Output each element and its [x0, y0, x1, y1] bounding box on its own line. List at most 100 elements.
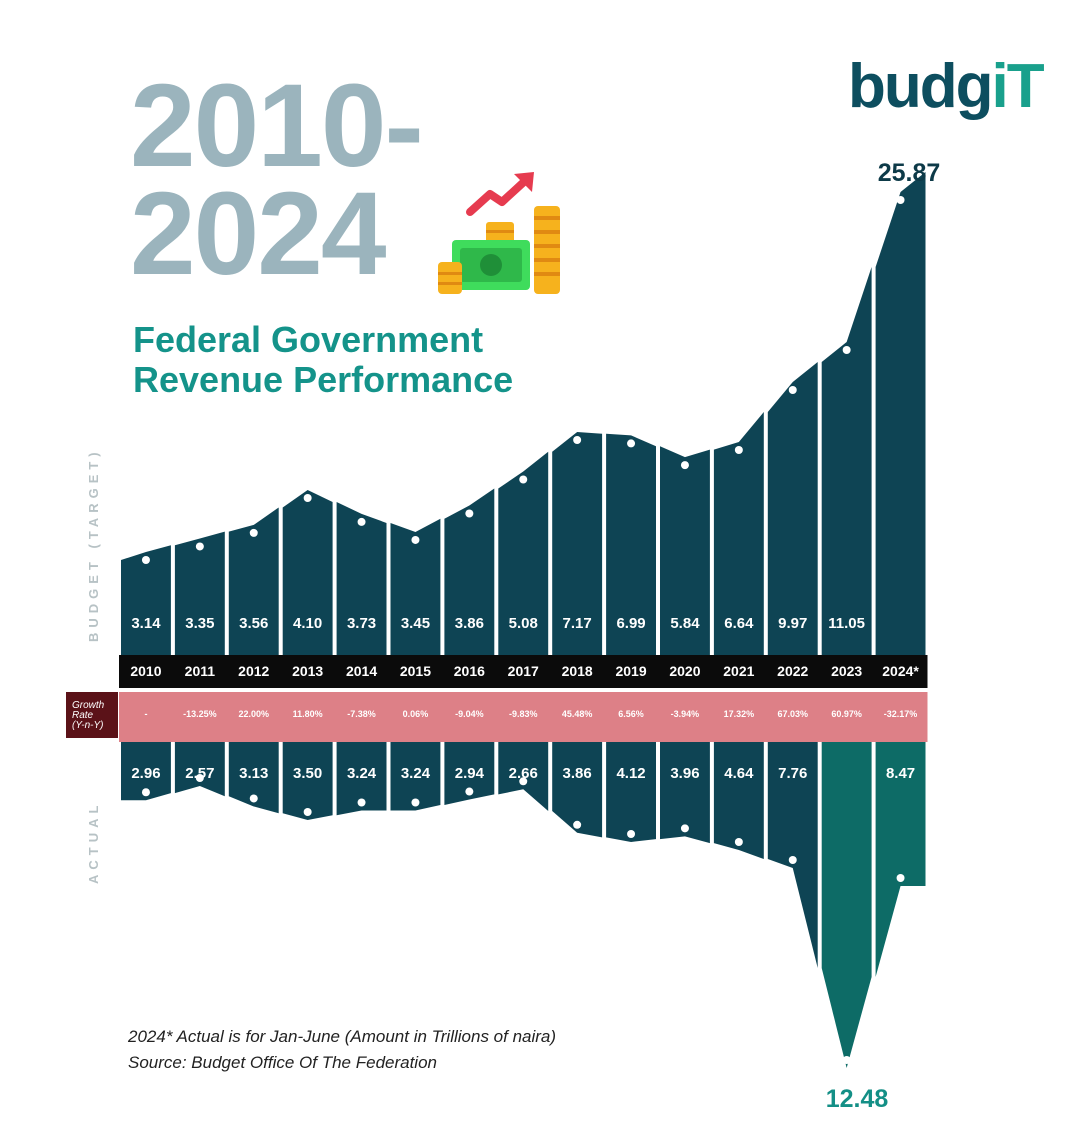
budget-value-label: 6.64 — [724, 615, 754, 632]
growth-rate-value: 17.32% — [724, 709, 755, 719]
chart-title-line2: Revenue Performance — [133, 359, 514, 400]
year-band — [119, 655, 928, 688]
year-tick-label: 2012 — [238, 663, 269, 679]
growth-rate-value: -32.17% — [884, 709, 918, 719]
logo-text-accent: iT — [991, 52, 1045, 121]
actual-point — [573, 820, 582, 829]
budget-bar — [767, 362, 818, 655]
footnote: 2024* Actual is for Jan-June (Amount in … — [128, 1027, 557, 1046]
budget-bar — [444, 488, 495, 655]
budget-peak-label: 25.87 — [878, 159, 941, 187]
actual-value-label: 2.57 — [185, 765, 214, 782]
budget-point — [303, 494, 312, 502]
chart-notes: 2024* Actual is for Jan-June (Amount in … — [128, 1024, 556, 1076]
growth-rate-value: -9.83% — [509, 709, 538, 719]
year-tick-label: 2020 — [669, 663, 700, 679]
actual-point — [141, 788, 150, 797]
budgit-logo: budgiT — [848, 52, 1045, 122]
actual-point — [303, 808, 312, 816]
period-title-line2: 2024 — [130, 168, 387, 300]
actual-value-label: 4.12 — [616, 765, 645, 782]
revenue-growth-icon — [438, 172, 560, 294]
actual-bar — [390, 742, 441, 811]
year-tick-label: 2017 — [508, 663, 539, 679]
budget-point — [734, 446, 743, 455]
year-tick-label: 2010 — [130, 663, 161, 679]
year-tick-label: 2013 — [292, 663, 323, 679]
actual-point — [411, 798, 420, 807]
actual-point — [357, 798, 366, 807]
budget-bar — [390, 518, 441, 655]
budget-point — [896, 196, 905, 204]
budget-point — [627, 439, 636, 448]
growth-rate-label-line3: (Y-n-Y) — [72, 720, 104, 731]
growth-rate-value: -3.94% — [671, 709, 700, 719]
actual-bar — [282, 742, 333, 820]
growth-band — [119, 692, 928, 742]
budget-bars — [121, 172, 926, 655]
actual-value-label: 3.86 — [563, 765, 592, 782]
actual-point — [465, 787, 474, 796]
actual-point — [896, 874, 905, 882]
actual-value-label: 7.76 — [778, 765, 807, 782]
budget-point — [465, 509, 474, 518]
actual-value-label: 2.94 — [455, 765, 485, 782]
budget-value-label: 9.97 — [778, 615, 807, 632]
actual-bars — [121, 742, 926, 1068]
growth-rate-value: 67.03% — [777, 709, 808, 719]
logo-text-main: budg — [848, 52, 993, 121]
budget-point — [195, 542, 204, 551]
budget-point — [411, 535, 420, 544]
budget-value-label: 3.56 — [239, 615, 268, 632]
budget-value-label: 3.14 — [131, 615, 161, 632]
year-tick-label: 2016 — [454, 663, 485, 679]
growth-rate-label: Growth Rate (Y-n-Y) — [66, 692, 118, 738]
budget-bar — [821, 267, 872, 655]
actual-point — [734, 838, 743, 846]
year-band-bg — [119, 655, 928, 688]
actual-bar — [875, 742, 926, 977]
source-note: Source: Budget Office Of The Federation — [128, 1053, 437, 1072]
actual-value-label: 4.64 — [724, 765, 754, 782]
actual-point — [627, 830, 636, 838]
growth-rate-value: - — [144, 709, 147, 719]
actual-point — [195, 774, 204, 782]
growth-rate-label-line2: Rate — [72, 710, 94, 721]
chart-title-line1: Federal Government — [133, 319, 484, 360]
budget-value-label: 3.86 — [455, 615, 484, 632]
period-title: 2010- 2024 — [130, 60, 424, 300]
budget-point — [788, 386, 797, 394]
year-tick-label: 2022 — [777, 663, 808, 679]
growth-rate-value: 6.56% — [618, 709, 644, 719]
budget-bar — [875, 172, 926, 655]
actual-bar — [336, 742, 387, 816]
actual-point — [249, 794, 258, 803]
actual-value-label: 8.47 — [886, 765, 915, 782]
budget-value-label: 11.05 — [828, 615, 865, 632]
budget-bar — [174, 531, 225, 655]
actual-bar — [767, 742, 818, 968]
actual-bar — [228, 742, 279, 814]
growth-rate-value: -7.38% — [347, 709, 376, 719]
actual-value-label: 3.13 — [239, 765, 268, 782]
actual-bar — [121, 742, 171, 801]
growth-rate-value: -13.25% — [183, 709, 217, 719]
budget-value-label: 7.17 — [563, 615, 592, 632]
actual-point — [842, 1056, 851, 1064]
year-tick-label: 2023 — [831, 663, 862, 679]
actual-bar — [174, 742, 225, 797]
budget-bar — [498, 451, 549, 655]
budget-value-label: 6.99 — [616, 615, 645, 632]
actual-bar — [498, 742, 549, 812]
budget-bar — [552, 432, 603, 655]
year-tick-label: 2018 — [562, 663, 593, 679]
actual-value-label: 3.24 — [347, 765, 377, 782]
period-title-line1: 2010- — [130, 60, 424, 192]
actual-value-label: 3.50 — [293, 765, 322, 782]
year-tick-label: 2024* — [882, 663, 919, 679]
trend-up-arrow-icon — [466, 172, 534, 216]
budget-point — [249, 528, 258, 537]
actual-value-label: 3.96 — [670, 765, 699, 782]
actual-point — [680, 824, 689, 833]
